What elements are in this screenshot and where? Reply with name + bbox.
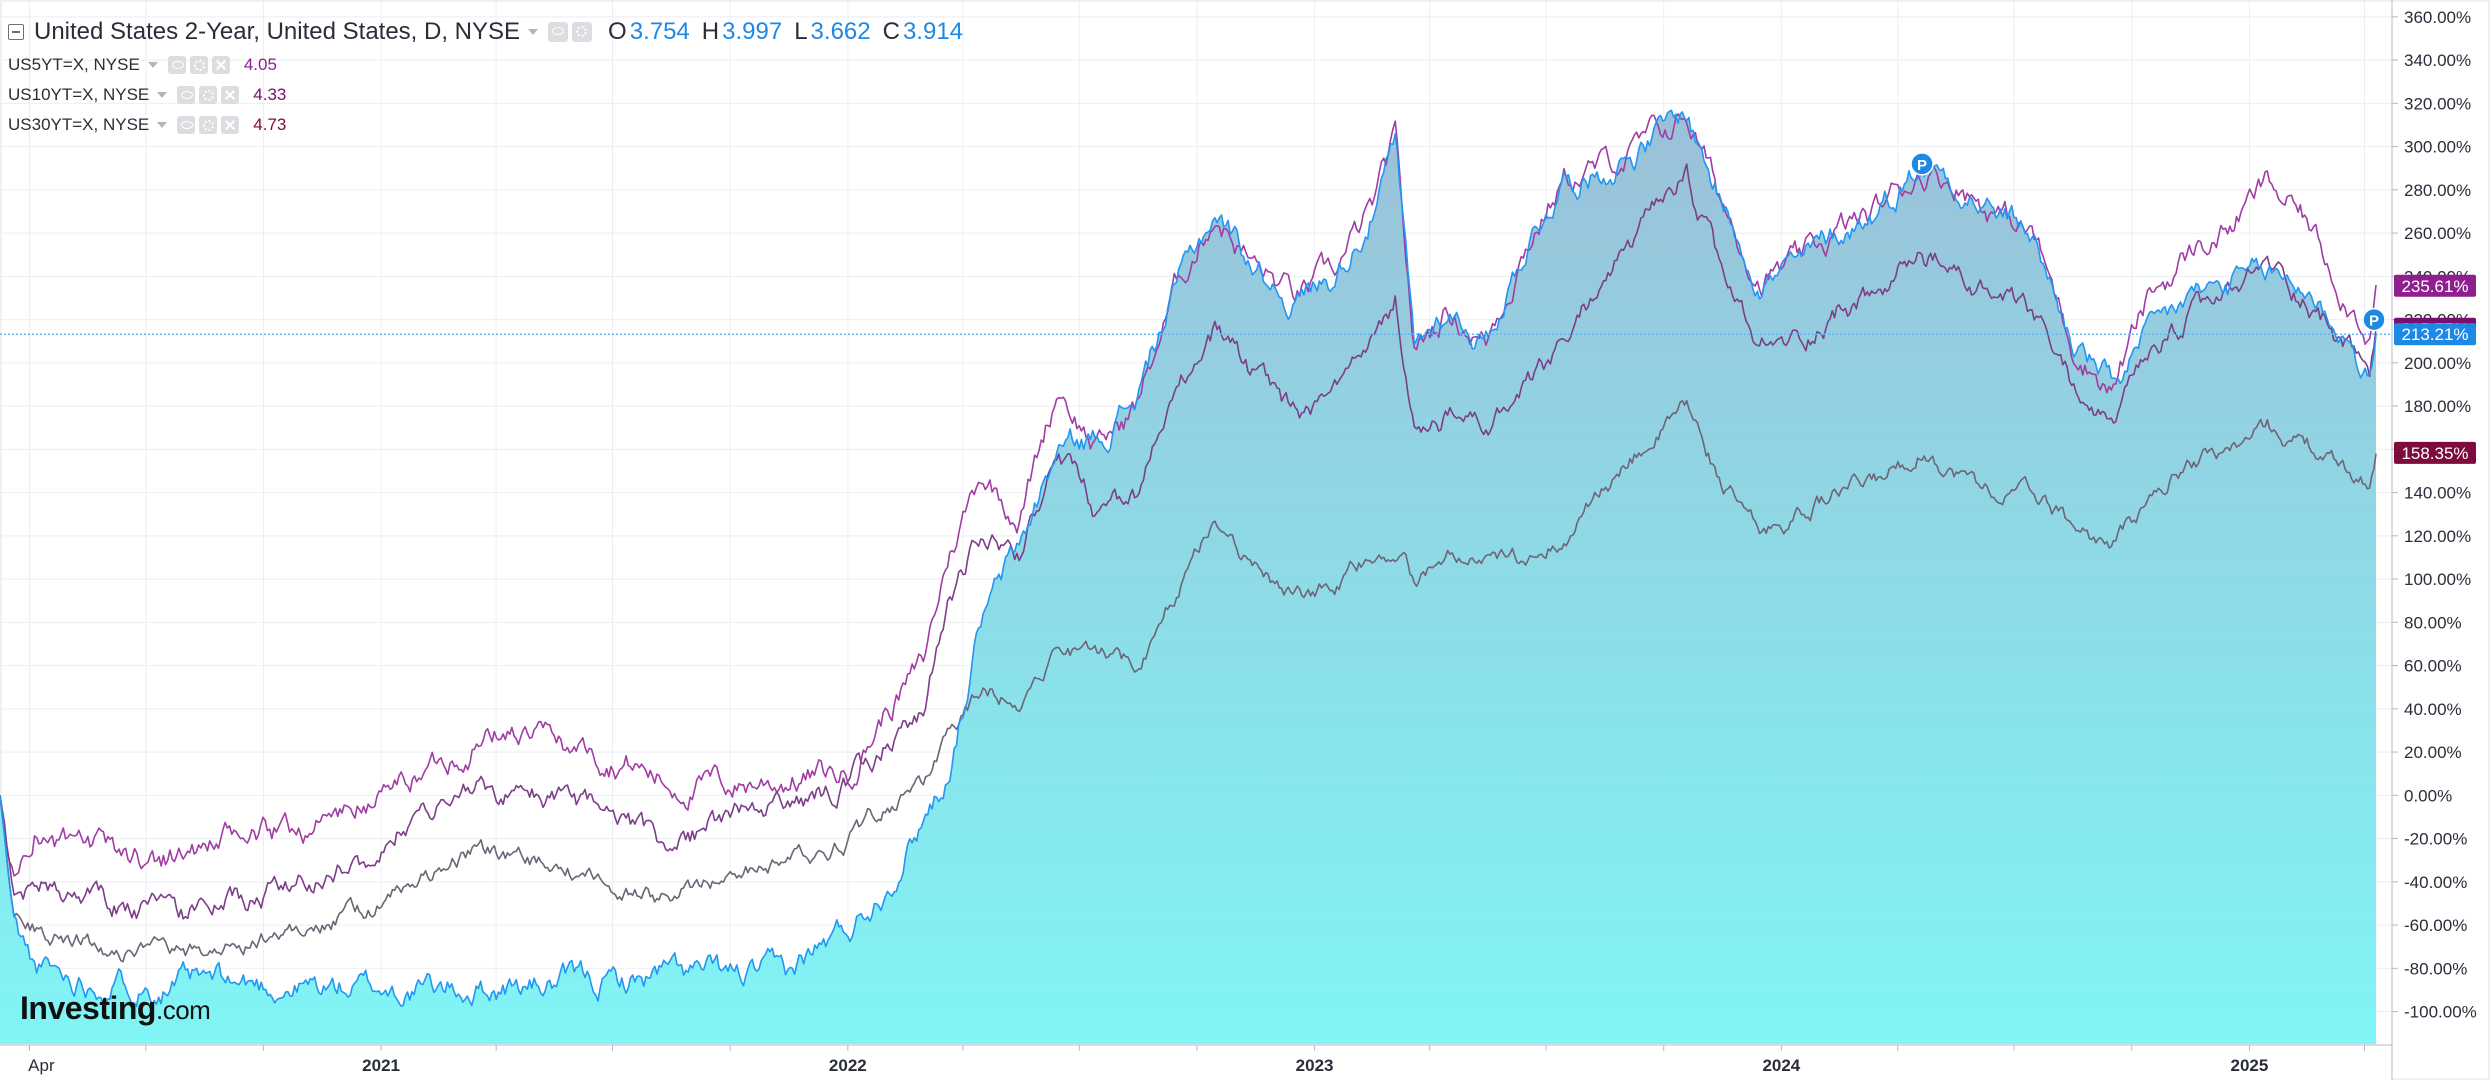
close-icon[interactable] — [221, 86, 240, 104]
y-tick-label: 340.00% — [2404, 51, 2471, 70]
us2y-area — [0, 110, 2376, 1044]
marker-label: P — [2369, 313, 2379, 330]
close-label: C — [882, 18, 900, 45]
y-tick-label: 40.00% — [2404, 700, 2462, 719]
us2y-area-fill — [0, 110, 2376, 1044]
y-tick-label: 280.00% — [2404, 181, 2471, 200]
x-tick-label: Apr — [28, 1056, 55, 1075]
overlay-value: 4.05 — [243, 55, 277, 74]
gear-icon[interactable] — [199, 86, 218, 104]
overlay-name: US30YT=X, NYSE — [8, 115, 150, 134]
gear-icon[interactable] — [189, 56, 208, 74]
us2y-line — [0, 109, 2377, 1008]
price-label: 158.35% — [2401, 444, 2468, 463]
x-tick-label: 2025 — [2230, 1056, 2268, 1075]
series-lines — [0, 109, 2377, 1008]
y-tick-label: 260.00% — [2404, 224, 2471, 243]
low-label: L — [794, 18, 808, 45]
chevron-down-icon[interactable] — [157, 122, 168, 128]
overlay-value: 4.33 — [253, 85, 287, 104]
price-label: 235.61% — [2401, 277, 2468, 296]
main-series-legend[interactable]: United States 2-Year, United States, D, … — [8, 14, 963, 50]
y-tick-label: -40.00% — [2404, 873, 2467, 892]
overlay-value: 4.73 — [253, 115, 287, 134]
overlay-legend-us30y[interactable]: US30YT=X, NYSE 4.73 — [8, 110, 963, 140]
eye-icon[interactable] — [177, 86, 196, 104]
high-label: H — [701, 18, 720, 45]
y-tick-label: -60.00% — [2404, 916, 2467, 935]
marker-label: P — [1917, 157, 1927, 174]
price-label: 213.21% — [2401, 325, 2468, 344]
chart-legend: United States 2-Year, United States, D, … — [8, 14, 963, 140]
price-label-background — [2394, 274, 2476, 297]
overlay-name: US5YT=X, NYSE — [8, 55, 140, 74]
y-tick-label: -100.00% — [2404, 1003, 2477, 1022]
price-label-background — [2394, 323, 2476, 346]
x-axis[interactable]: Apr 2021 2022 2023 2024 2025 — [28, 1045, 2365, 1075]
y-tick-label: -80.00% — [2404, 959, 2467, 978]
overlay-name: US10YT=X, NYSE — [8, 85, 150, 104]
eye-icon[interactable] — [177, 116, 196, 134]
overlay-legend-us5y[interactable]: US5YT=X, NYSE 4.05 — [8, 50, 963, 80]
y-tick-label: 300.00% — [2404, 138, 2471, 157]
marker-p-icon[interactable] — [2362, 307, 2386, 332]
y-tick-label: 20.00% — [2404, 743, 2462, 762]
eye-icon[interactable] — [167, 56, 186, 74]
x-tick-label: 2021 — [362, 1056, 400, 1075]
y-tick-label: 100.00% — [2404, 570, 2471, 589]
main-series-title: United States 2-Year, United States, D, … — [34, 18, 521, 45]
y-tick-label: 80.00% — [2404, 613, 2462, 632]
open-label: O — [608, 18, 627, 45]
chevron-down-icon[interactable] — [157, 92, 168, 98]
y-tick-label: 200.00% — [2404, 354, 2471, 373]
us10y-line — [0, 163, 2377, 920]
investing-logo: Investing.com — [20, 990, 211, 1026]
marker-p-icon[interactable] — [1910, 152, 1934, 176]
x-tick-label: 2024 — [1762, 1056, 1800, 1075]
overlay-legend-us10y[interactable]: US10YT=X, NYSE 4.33 — [8, 80, 963, 110]
open-value: 3.754 — [629, 18, 690, 45]
x-axis-background — [0, 1044, 2392, 1080]
event-markers[interactable]: PP — [1910, 152, 2386, 332]
y-tick-label: 320.00% — [2404, 94, 2471, 113]
y-tick-label: 0.00% — [2404, 786, 2452, 805]
price-labels: 235.61%215.77%213.21%158.35% — [2394, 274, 2476, 464]
chevron-down-icon[interactable] — [528, 29, 539, 35]
close-icon[interactable] — [211, 56, 230, 74]
low-value: 3.662 — [810, 18, 871, 45]
eye-icon[interactable] — [548, 22, 569, 42]
collapse-icon[interactable] — [8, 24, 24, 40]
close-value: 3.914 — [902, 18, 964, 45]
y-tick-label: 60.00% — [2404, 657, 2462, 676]
gear-icon[interactable] — [199, 116, 218, 134]
us5y-line — [0, 113, 2377, 877]
y-tick-label: 360.00% — [2404, 8, 2471, 27]
close-icon[interactable] — [221, 116, 240, 134]
y-tick-label: 180.00% — [2404, 397, 2471, 416]
y-tick-label: 120.00% — [2404, 527, 2471, 546]
price-label-background — [2394, 441, 2476, 464]
x-tick-label: 2023 — [1296, 1056, 1334, 1075]
chevron-down-icon[interactable] — [147, 62, 158, 68]
x-tick-label: 2022 — [829, 1056, 867, 1075]
high-value: 3.997 — [722, 18, 783, 45]
y-tick-label: -20.00% — [2404, 830, 2467, 849]
gear-icon[interactable] — [572, 22, 593, 42]
us30y-line — [0, 399, 2377, 963]
y-tick-label: 140.00% — [2404, 484, 2471, 503]
